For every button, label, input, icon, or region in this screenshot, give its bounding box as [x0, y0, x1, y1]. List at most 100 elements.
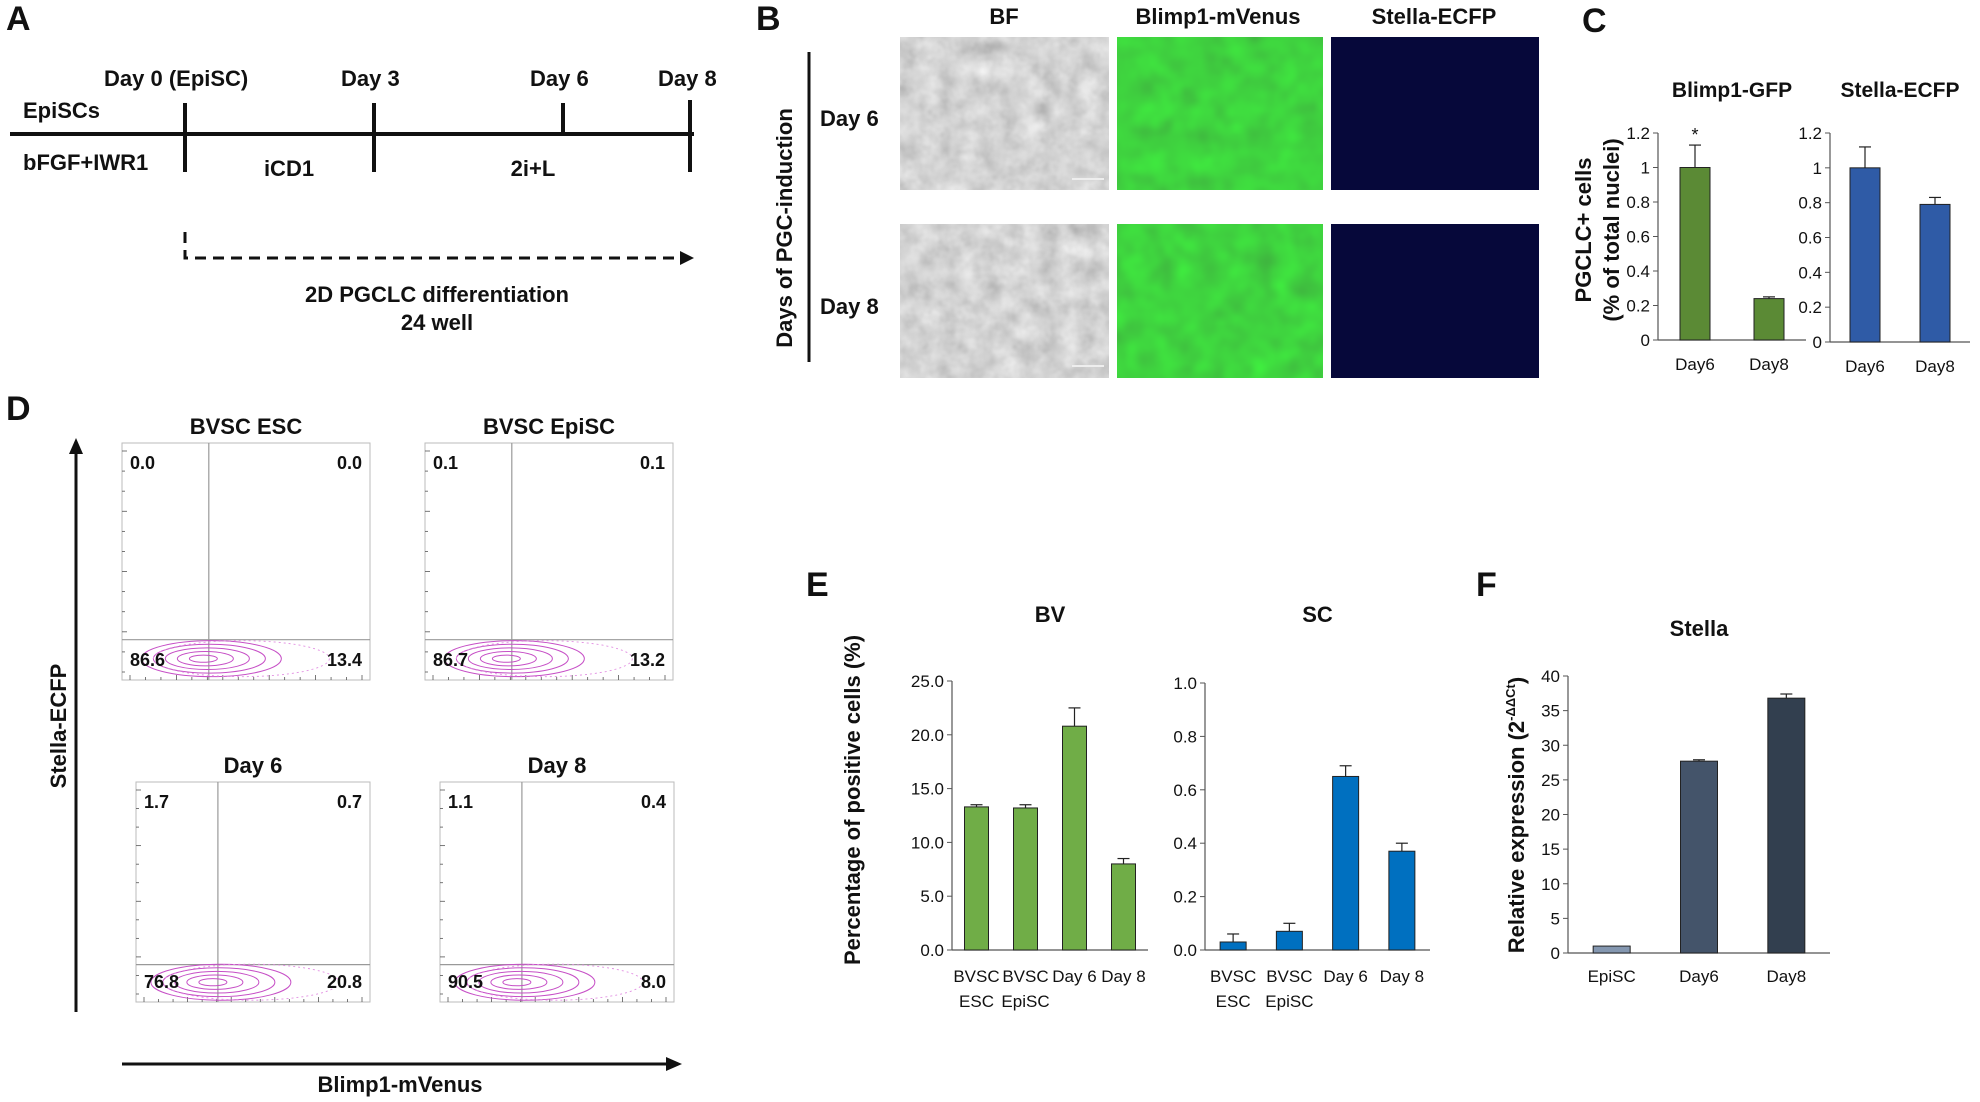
quadrant-ur-value: 0.7 [337, 792, 362, 812]
quadrant-ul-value: 0.1 [433, 453, 458, 473]
day0-label: Day 0 (EpiSC) [104, 66, 248, 91]
panel-a-letter: A [6, 0, 31, 38]
row-day8: Day 8 [820, 294, 879, 319]
bar [1219, 941, 1247, 951]
contour-line [467, 647, 553, 670]
chart-blimp1-gfp: Blimp1-GFP 0 0.2 0.4 0.6 0.8 1 1.2 * Day6 Day8 [1626, 79, 1806, 374]
category-label: Day8 [1749, 355, 1789, 374]
row-day6: Day 6 [820, 106, 879, 131]
y-tick-label: 0.8 [1798, 194, 1822, 213]
y-tick-label: 15.0 [911, 780, 944, 799]
col-stella: Stella-ECFP [1372, 4, 1497, 29]
contour-line [162, 967, 276, 998]
quadrant-lr-value: 13.4 [327, 650, 362, 670]
y-tick-label: 25.0 [911, 672, 944, 691]
flow-plots: BVSC ESC 0.0 0.0 86.6 13.4 BVSC EpiSC 0.1 0.1 86… [121, 414, 675, 1003]
chart-bv: BV0.05.010.015.020.025.0BVSCESCBVSCEpiSC… [911, 602, 1148, 1011]
panel-f-letter: F [1476, 566, 1497, 604]
bar [964, 806, 989, 951]
y-tick-label: 0.0 [1173, 941, 1197, 960]
panel-d-letter: D [6, 390, 31, 428]
bar [1332, 775, 1360, 951]
contour-line [188, 654, 218, 663]
category-label: ESC [959, 992, 994, 1011]
y-tick-label: 0.8 [1626, 193, 1650, 212]
quadrant-lr-value: 20.8 [327, 972, 362, 992]
contour-line [176, 650, 234, 667]
col-bf: BF [989, 4, 1018, 29]
quadrant-ur-value: 0.1 [640, 453, 665, 473]
quadrant-ll-value: 76.8 [144, 972, 179, 992]
y-tick-label: 0 [1641, 331, 1650, 350]
category-label: Day 8 [1101, 967, 1145, 986]
outlier-cloud [466, 963, 644, 1001]
day6-label: Day 6 [530, 66, 589, 91]
contour-line [478, 970, 564, 994]
y-tick-label: 1 [1813, 159, 1822, 178]
e-ylabel: Percentage of positive cells (%) [840, 635, 865, 965]
contour-line [491, 654, 521, 663]
diff-label-1: 2D PGCLC differentiation [305, 282, 569, 307]
contour-line [140, 640, 282, 678]
c-ylabel-1: PGCLC+ cells [1571, 158, 1596, 303]
category-label: Day6 [1845, 357, 1885, 376]
outlier-cloud [455, 640, 633, 678]
quadrant-ll-value: 86.6 [130, 650, 165, 670]
d-xlabel: Blimp1-mVenus [317, 1072, 482, 1097]
chart-ylabel: Relative expression (2-ΔΔCt) [1503, 677, 1529, 953]
y-tick-label: 0.6 [1173, 781, 1197, 800]
category-label: Day6 [1675, 355, 1715, 374]
y-tick-label: 0.2 [1173, 888, 1197, 907]
y-tick-label: 1.0 [1173, 674, 1197, 693]
y-tick-label: 30 [1541, 736, 1560, 755]
diff-dashed-line [183, 232, 682, 260]
quadrant-ll-value: 90.5 [448, 972, 483, 992]
y-tick-label: 1.2 [1798, 124, 1822, 143]
contour-line [479, 650, 537, 667]
bar [1275, 930, 1303, 951]
chart-stella-expression: Stella 0 5 10 15 20 25 30 35 40 EpiSC Day6 Day8 Relat… [1503, 616, 1830, 986]
outlier-cloud [152, 640, 330, 678]
y-tick-label: 40 [1541, 667, 1560, 686]
b-side-label: Days of PGC-induction [772, 108, 797, 348]
category-label: Day 6 [1323, 967, 1367, 986]
panel-e: E Percentage of positive cells (%) BV 0.0… [806, 566, 1430, 1011]
quadrant-ul-value: 1.1 [448, 792, 473, 812]
bar [1753, 298, 1785, 341]
panel-a: A EpiSCs bFGF+IWR1 Day 0 (EpiSC) Day 3 D… [6, 0, 717, 335]
contour-line [164, 647, 250, 670]
outlier-cloud [162, 963, 340, 1001]
d-ylabel: Stella-ECFP [46, 664, 71, 789]
chart-title: Stella [1670, 616, 1729, 641]
quadrant-ll-value: 86.7 [433, 650, 468, 670]
y-tick-label: 15 [1541, 840, 1560, 859]
category-label: ESC [1216, 992, 1251, 1011]
category-label: Day 8 [1380, 967, 1424, 986]
contour-line [150, 963, 292, 1001]
chart-sc: SC 0.0 0.2 0.4 0.6 0.8 1.0 BVSC ESC BVSC EpiSC Day … [1173, 602, 1430, 1011]
contour-line [174, 970, 260, 994]
flow-plot-title: BVSC EpiSC [483, 414, 615, 439]
y-tick-label: 0 [1813, 333, 1822, 352]
chart-stella-ecfp: Stella-ECFP 0 0.2 0.4 0.6 0.8 1 1.2 Day6 Day8 [1798, 79, 1970, 376]
flow-plot-title: Day 6 [224, 753, 283, 778]
y-tick-label: 20.0 [911, 726, 944, 745]
day8-label: Day 8 [658, 66, 717, 91]
category-label: EpiSC [1001, 992, 1049, 1011]
contour-line [198, 978, 228, 987]
y-tick-label: 5.0 [920, 887, 944, 906]
bar [1849, 167, 1881, 343]
contour-line [490, 974, 548, 990]
y-tick-label: 0.2 [1626, 297, 1650, 316]
flow-plot-title: BVSC ESC [190, 414, 303, 439]
flow-plot-frame [424, 442, 674, 681]
y-tick-label: 0.4 [1798, 263, 1822, 282]
bar [1767, 697, 1806, 954]
diff-arrow-head [680, 251, 694, 265]
stage-2il: 2i+L [511, 156, 556, 181]
category-label: EpiSC [1588, 967, 1636, 986]
bar [1680, 760, 1718, 954]
contour-line [502, 978, 532, 987]
y-tick-label: 20 [1541, 806, 1560, 825]
y-tick-label: 0 [1551, 944, 1560, 963]
